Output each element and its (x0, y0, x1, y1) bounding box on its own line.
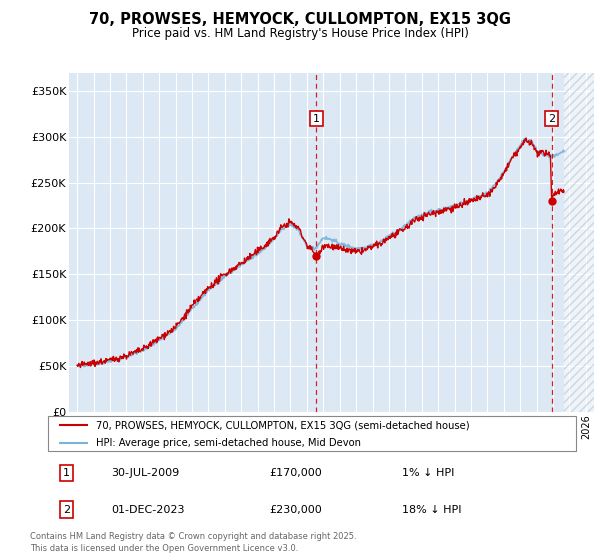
Text: 30-JUL-2009: 30-JUL-2009 (112, 468, 179, 478)
Text: £170,000: £170,000 (270, 468, 323, 478)
Text: Contains HM Land Registry data © Crown copyright and database right 2025.
This d: Contains HM Land Registry data © Crown c… (30, 533, 356, 553)
Text: 1: 1 (313, 114, 320, 124)
Text: 70, PROWSES, HEMYOCK, CULLOMPTON, EX15 3QG: 70, PROWSES, HEMYOCK, CULLOMPTON, EX15 3… (89, 12, 511, 27)
Text: 2: 2 (548, 114, 555, 124)
FancyBboxPatch shape (48, 416, 576, 451)
Text: 01-DEC-2023: 01-DEC-2023 (112, 505, 185, 515)
Bar (564, 73, 594, 412)
Text: Price paid vs. HM Land Registry's House Price Index (HPI): Price paid vs. HM Land Registry's House … (131, 27, 469, 40)
Text: 1% ↓ HPI: 1% ↓ HPI (402, 468, 454, 478)
Text: £230,000: £230,000 (270, 505, 323, 515)
Text: HPI: Average price, semi-detached house, Mid Devon: HPI: Average price, semi-detached house,… (95, 438, 361, 448)
Text: 1: 1 (63, 468, 70, 478)
Text: 18% ↓ HPI: 18% ↓ HPI (402, 505, 461, 515)
Text: 70, PROWSES, HEMYOCK, CULLOMPTON, EX15 3QG (semi-detached house): 70, PROWSES, HEMYOCK, CULLOMPTON, EX15 3… (95, 421, 469, 431)
Text: 2: 2 (63, 505, 70, 515)
